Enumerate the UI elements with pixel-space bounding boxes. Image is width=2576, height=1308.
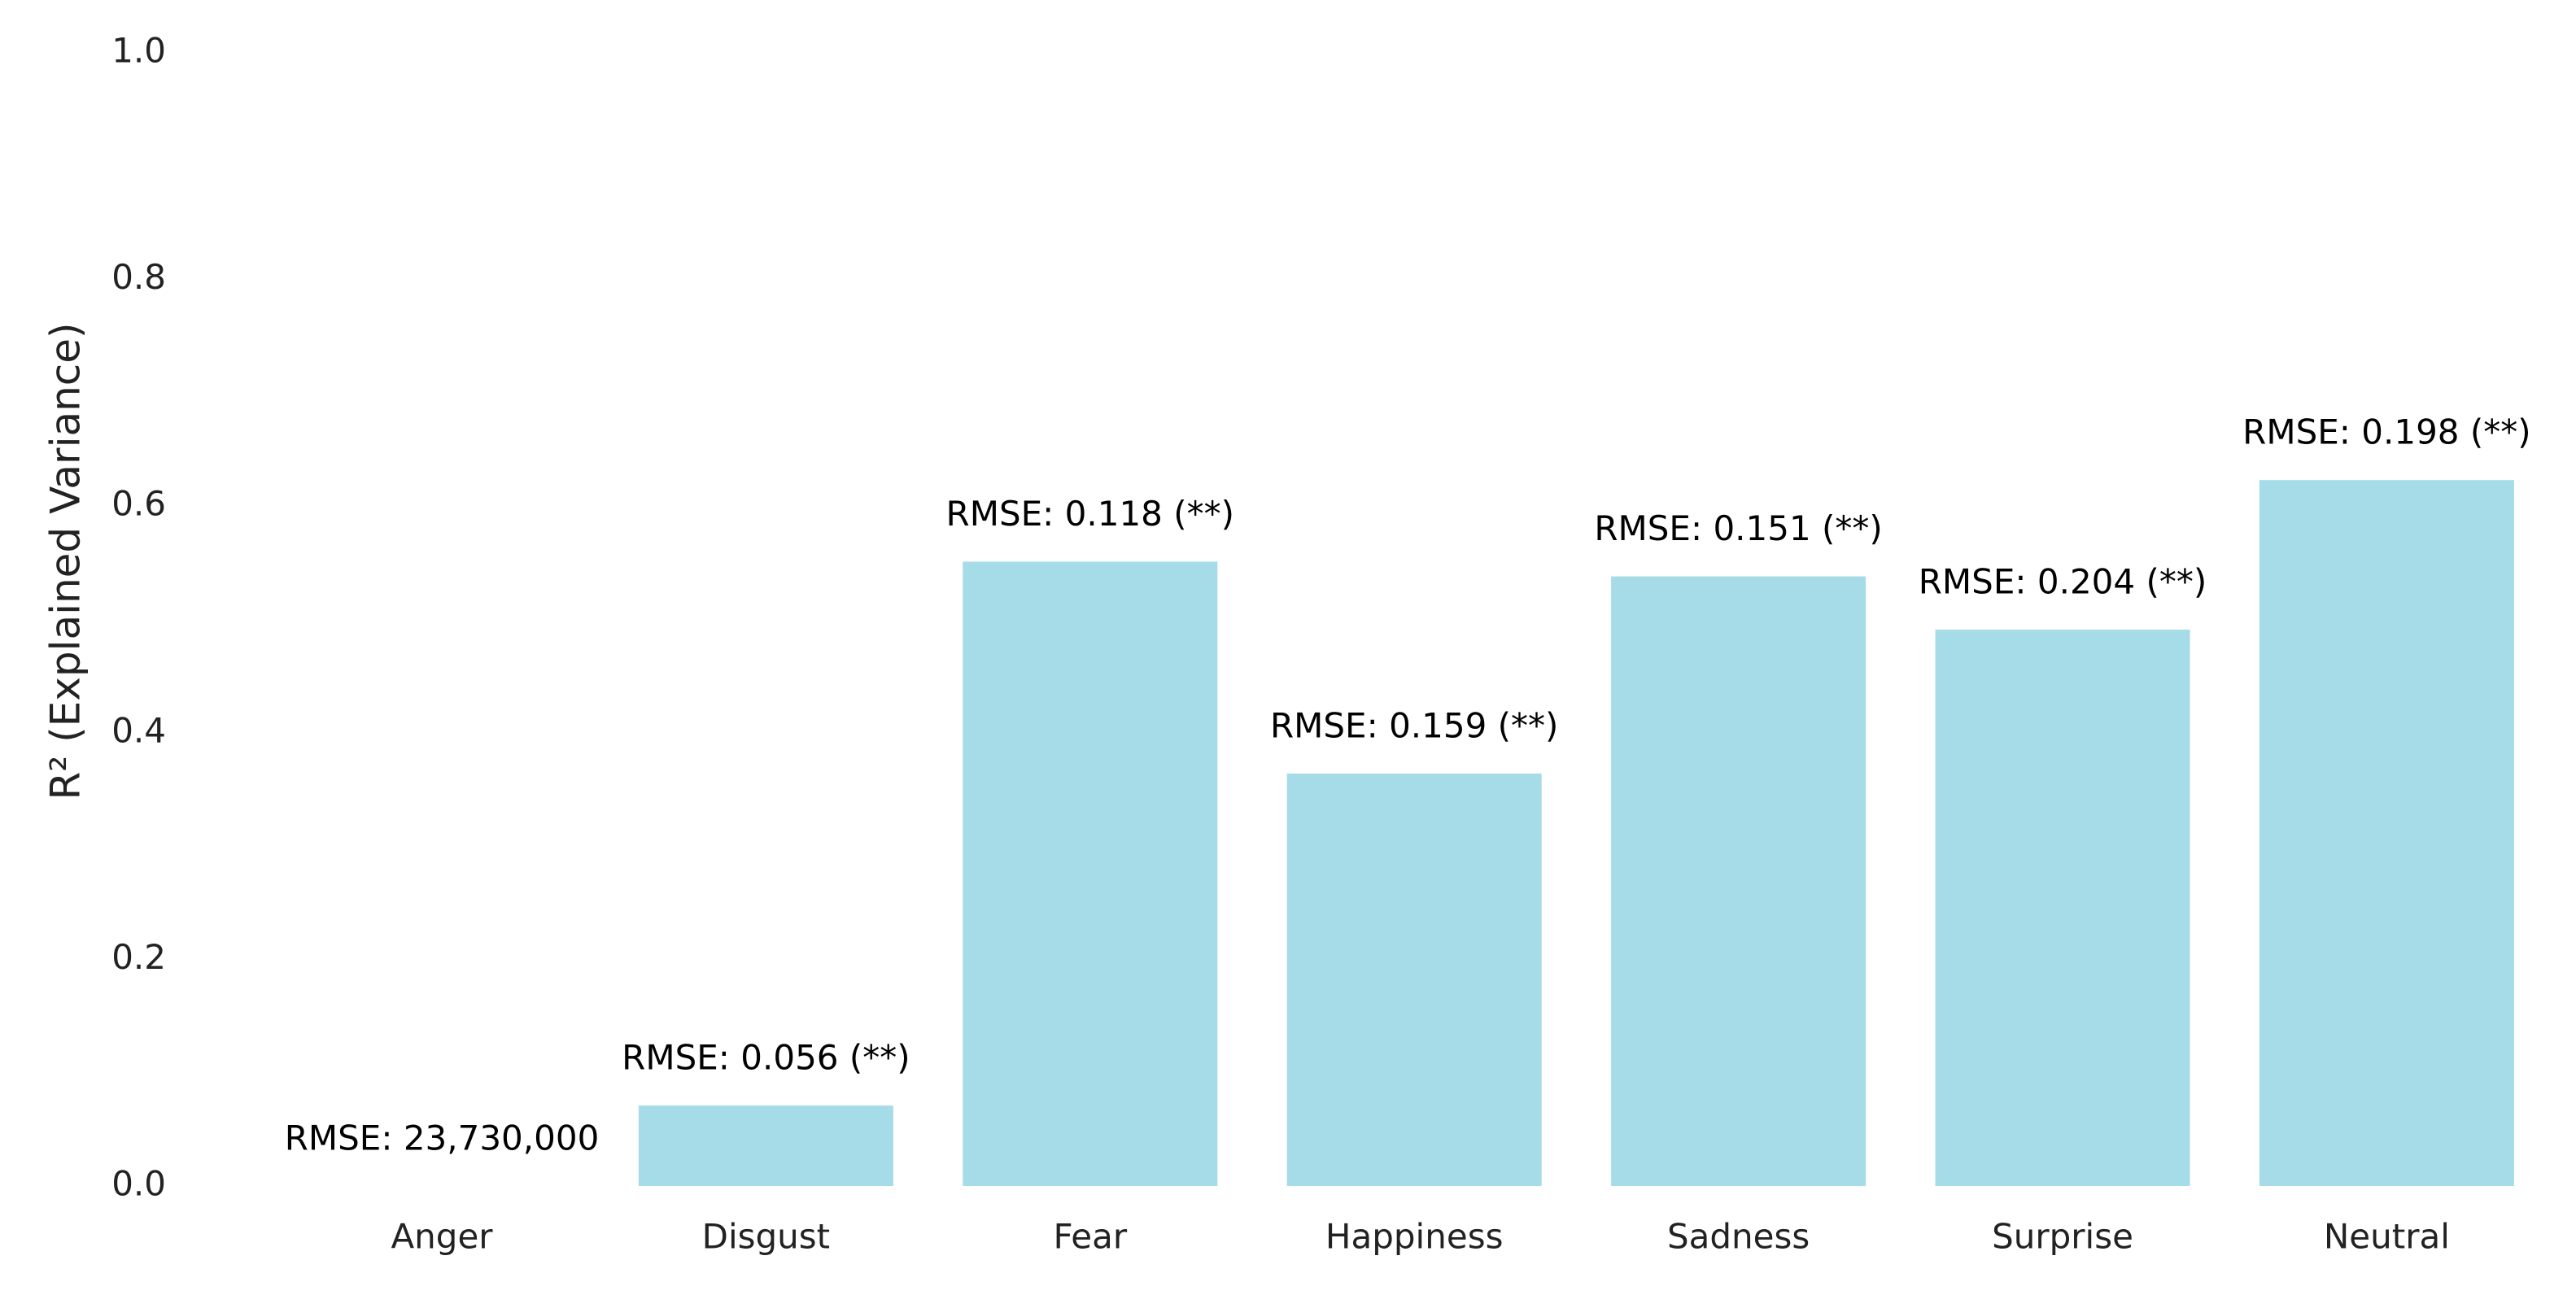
y-tick-label: 0.4 (111, 710, 166, 750)
bar-label: RMSE: 0.056 (**) (622, 1038, 910, 1078)
bar (1611, 576, 1867, 1186)
y-tick-label: 0.8 (111, 257, 166, 297)
bar (1286, 773, 1542, 1186)
x-tick-label: Neutral (2324, 1217, 2450, 1257)
bar-label: RMSE: 0.204 (**) (1919, 562, 2207, 602)
y-tick-label: 0.6 (111, 484, 166, 524)
bar-label: RMSE: 0.118 (**) (946, 494, 1234, 534)
bar-label: RMSE: 0.151 (**) (1594, 508, 1882, 548)
x-tick-label: Fear (1053, 1217, 1127, 1257)
x-tick-label: Happiness (1325, 1217, 1504, 1257)
x-tick-label: Sadness (1667, 1217, 1810, 1257)
bar (2259, 480, 2514, 1186)
y-axis-label: R² (Explained Variance) (42, 322, 90, 800)
bar (963, 561, 1218, 1186)
x-tick-label: Surprise (1992, 1217, 2133, 1257)
x-tick-label: Disgust (702, 1217, 831, 1257)
bar (1935, 630, 2190, 1186)
y-tick-label: 0.0 (111, 1164, 166, 1204)
bar-label: RMSE: 0.159 (**) (1270, 705, 1558, 745)
y-tick-label: 0.2 (111, 937, 166, 977)
bar-label: RMSE: 0.198 (**) (2242, 412, 2530, 452)
bar-label: RMSE: 23,730,000 (285, 1118, 600, 1158)
y-tick-label: 1.0 (111, 31, 166, 71)
bar (638, 1105, 893, 1186)
x-tick-label: Anger (391, 1217, 493, 1257)
